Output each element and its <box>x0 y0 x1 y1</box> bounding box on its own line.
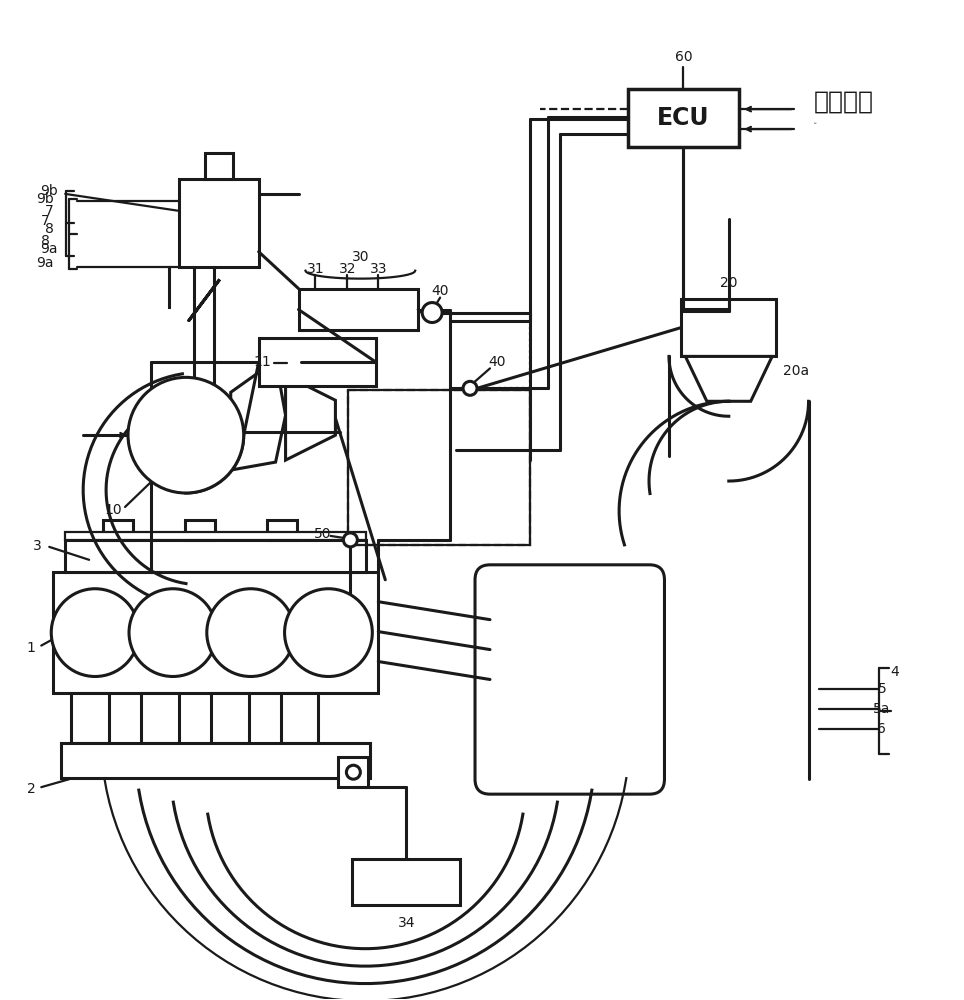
Circle shape <box>422 303 442 323</box>
Text: 50: 50 <box>313 527 332 541</box>
Text: 1: 1 <box>27 641 36 655</box>
Text: 5a: 5a <box>873 702 891 716</box>
Text: 34: 34 <box>397 916 415 930</box>
Text: 33: 33 <box>369 262 388 276</box>
Text: 车辆信息: 车辆信息 <box>814 89 874 113</box>
Text: 30: 30 <box>352 250 369 264</box>
Text: 60: 60 <box>675 50 692 64</box>
Text: 20a: 20a <box>783 364 809 378</box>
Bar <box>66 532 366 540</box>
Text: 4: 4 <box>891 665 899 679</box>
Text: 7: 7 <box>45 204 54 218</box>
Text: 9a: 9a <box>40 242 58 256</box>
Polygon shape <box>285 375 335 460</box>
Text: 10: 10 <box>104 503 121 517</box>
Bar <box>299 289 418 330</box>
FancyBboxPatch shape <box>475 565 664 794</box>
Text: 32: 32 <box>338 262 356 276</box>
Text: 9a: 9a <box>37 256 54 270</box>
Text: ECU: ECU <box>657 106 710 130</box>
Circle shape <box>51 589 139 676</box>
Circle shape <box>284 589 372 676</box>
Bar <box>204 153 232 179</box>
Bar <box>71 693 109 743</box>
Text: 6: 6 <box>877 722 886 736</box>
Text: 9b: 9b <box>40 184 58 198</box>
Text: 7: 7 <box>40 214 49 228</box>
Text: 3: 3 <box>33 539 41 553</box>
Polygon shape <box>685 356 772 401</box>
Circle shape <box>129 589 217 676</box>
Bar <box>348 390 530 545</box>
Text: 2: 2 <box>27 782 36 796</box>
Bar <box>258 338 376 386</box>
Circle shape <box>346 765 361 779</box>
Bar <box>66 540 366 572</box>
Text: 20: 20 <box>720 276 737 290</box>
Bar <box>62 743 370 778</box>
Bar <box>281 693 318 743</box>
Bar <box>267 520 297 540</box>
Bar <box>179 179 258 267</box>
Text: 11: 11 <box>254 355 272 369</box>
Bar <box>353 859 460 905</box>
Circle shape <box>343 533 358 547</box>
Bar <box>141 693 179 743</box>
Text: 31: 31 <box>307 262 324 276</box>
Text: 5: 5 <box>877 682 886 696</box>
Bar <box>103 520 133 540</box>
Bar <box>628 89 739 147</box>
Circle shape <box>128 377 244 493</box>
Bar <box>53 572 378 693</box>
Text: 车辆信息: 车辆信息 <box>814 122 817 124</box>
Text: 40: 40 <box>431 284 449 298</box>
Text: 9b: 9b <box>37 192 54 206</box>
Circle shape <box>207 589 295 676</box>
Circle shape <box>463 381 477 395</box>
Text: 8: 8 <box>44 222 54 236</box>
Bar <box>348 390 530 545</box>
Text: 40: 40 <box>488 355 506 369</box>
Polygon shape <box>230 360 285 470</box>
Bar <box>185 520 215 540</box>
Text: 8: 8 <box>40 234 50 248</box>
Bar <box>682 299 776 356</box>
Bar <box>338 757 368 787</box>
Bar <box>211 693 249 743</box>
